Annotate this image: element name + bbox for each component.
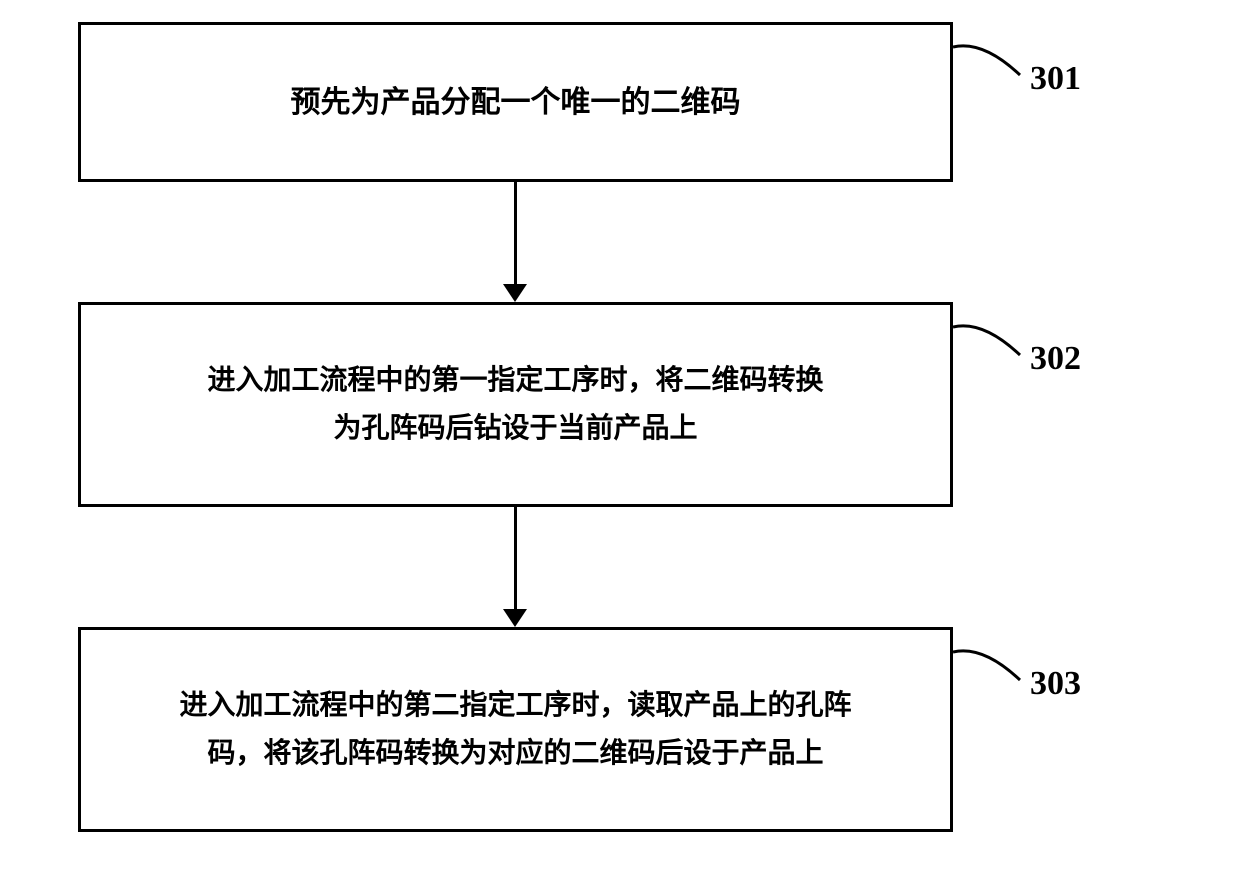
arrow-2-3-line xyxy=(514,507,517,611)
arrow-1-2-head xyxy=(503,284,527,302)
arrow-2-3-head xyxy=(503,609,527,627)
step-label-3: 303 xyxy=(1030,665,1081,703)
step-label-1: 301 xyxy=(1030,60,1081,98)
flow-step-1: 预先为产品分配一个唯一的二维码 xyxy=(78,22,953,182)
leader-line-3 xyxy=(953,645,1033,690)
step-label-2: 302 xyxy=(1030,340,1081,378)
arrow-1-2-line xyxy=(514,182,517,286)
leader-line-1 xyxy=(953,40,1033,85)
flow-step-3-text: 进入加工流程中的第二指定工序时，读取产品上的孔阵 码，将该孔阵码转换为对应的二维… xyxy=(179,682,851,777)
flow-step-2-text: 进入加工流程中的第一指定工序时，将二维码转换 为孔阵码后钻设于当前产品上 xyxy=(207,357,823,452)
flowchart-canvas: 预先为产品分配一个唯一的二维码 301 进入加工流程中的第一指定工序时，将二维码… xyxy=(0,0,1239,881)
leader-line-2 xyxy=(953,320,1033,365)
flow-step-2: 进入加工流程中的第一指定工序时，将二维码转换 为孔阵码后钻设于当前产品上 xyxy=(78,302,953,507)
flow-step-3: 进入加工流程中的第二指定工序时，读取产品上的孔阵 码，将该孔阵码转换为对应的二维… xyxy=(78,627,953,832)
flow-step-1-text: 预先为产品分配一个唯一的二维码 xyxy=(291,77,741,128)
